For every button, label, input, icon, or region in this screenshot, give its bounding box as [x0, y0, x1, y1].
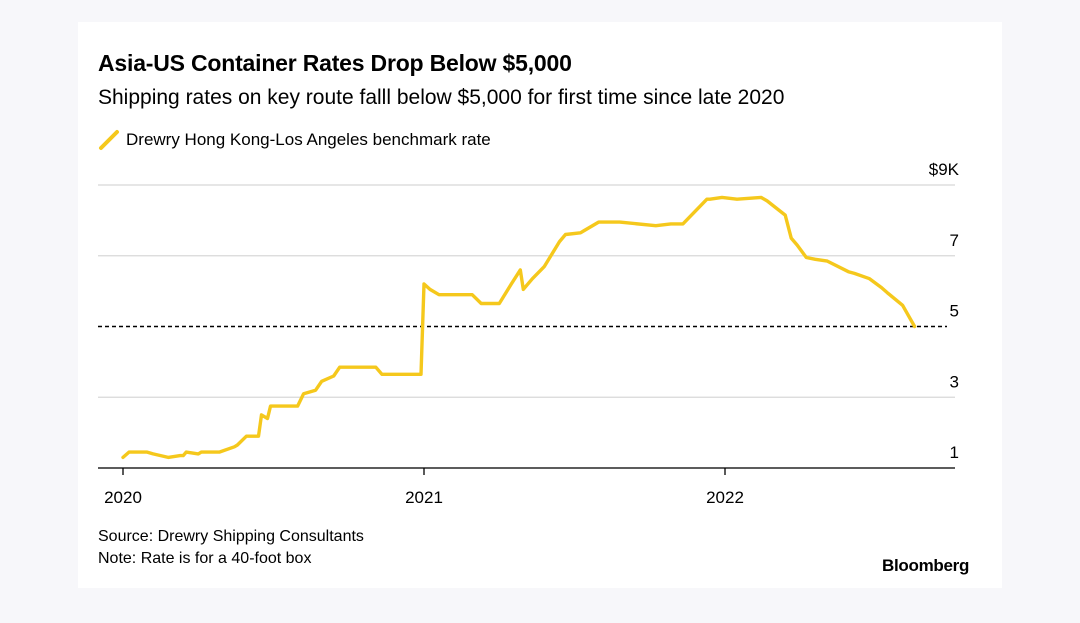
- bloomberg-logo: Bloomberg: [882, 556, 970, 575]
- y-tick-label-3: 3: [950, 372, 959, 391]
- chart-subtitle: Shipping rates on key route falll below …: [98, 86, 785, 109]
- source-note: Source: Drewry Shipping Consultants: [98, 528, 364, 545]
- legend: Drewry Hong Kong-Los Angeles benchmark r…: [98, 128, 491, 152]
- chart-footer: Source: Drewry Shipping Consultants Note…: [98, 526, 364, 570]
- y-tick-label-4: 1: [950, 443, 959, 462]
- series-line-0: [121, 195, 917, 460]
- legend-swatch: [99, 130, 119, 150]
- chart-title: Asia-US Container Rates Drop Below $5,00…: [98, 50, 572, 76]
- chart-card: [78, 22, 1002, 588]
- y-tick-label-0: $9K: [929, 160, 960, 179]
- x-tick-label-0: 2020: [104, 488, 142, 507]
- rate-note: Note: Rate is for a 40-foot box: [98, 550, 312, 567]
- x-tick-label-2: 2022: [706, 488, 744, 507]
- x-tick-label-1: 2021: [405, 488, 443, 507]
- y-tick-label-2: 5: [950, 302, 959, 321]
- legend-label: Drewry Hong Kong-Los Angeles benchmark r…: [126, 130, 491, 149]
- y-tick-label-1: 7: [950, 231, 959, 250]
